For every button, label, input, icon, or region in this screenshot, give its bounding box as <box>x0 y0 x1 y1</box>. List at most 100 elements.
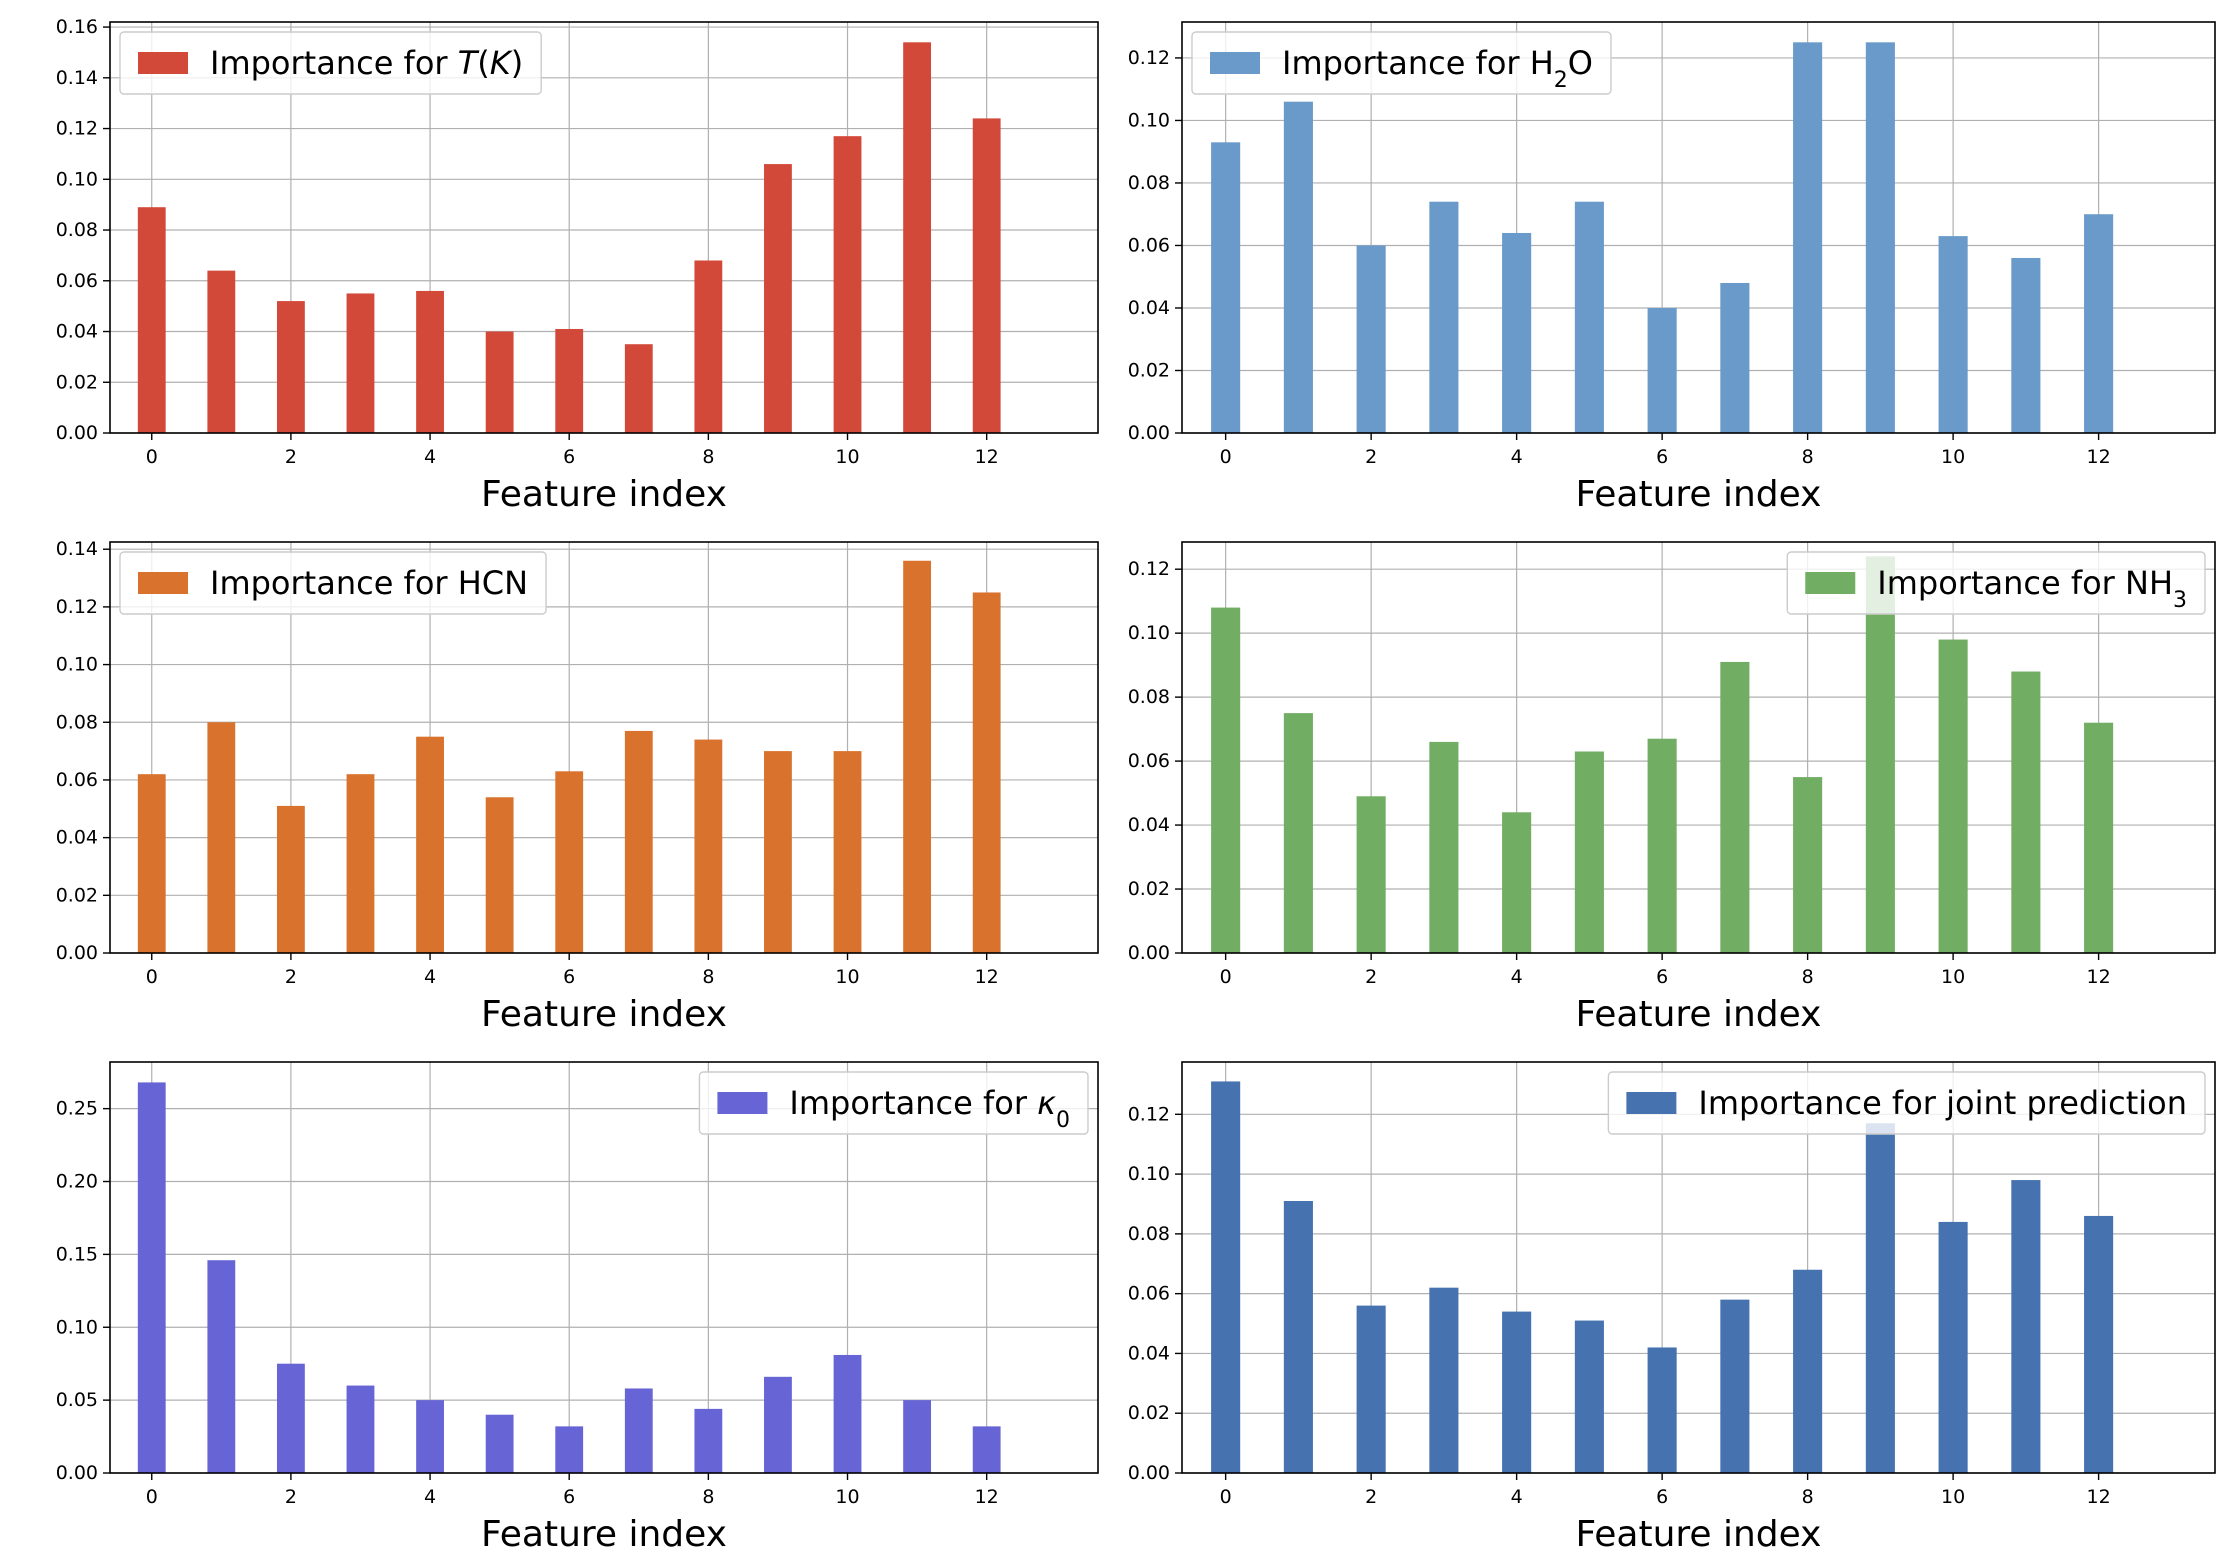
bar-feature-8 <box>1793 777 1823 953</box>
x-tick-label: 0 <box>146 446 158 468</box>
axes-frame <box>109 21 1099 434</box>
x-tick-label: 0 <box>1220 446 1232 468</box>
bar-feature-2 <box>276 1363 305 1473</box>
bar-feature-11 <box>903 42 932 433</box>
y-tick-label: 0.10 <box>1128 1163 1170 1185</box>
bar-feature-8 <box>694 260 723 433</box>
bar-feature-4 <box>1502 812 1532 953</box>
chart-panel-3: 0.00 0.02 0.04 0.06 0.08 0.10 0.12 0 2 4 6 8 10 12 Fea… <box>1128 541 2216 1035</box>
bar-feature-12 <box>972 592 1001 953</box>
y-tick-label: 0.14 <box>56 538 98 560</box>
y-tick-label: 0.10 <box>1128 109 1170 131</box>
x-tick-label: 8 <box>702 446 714 468</box>
bar-feature-9 <box>1865 42 1895 434</box>
y-tick-label: 0.02 <box>1128 1402 1170 1424</box>
y-tick-label: 0.08 <box>1128 1223 1170 1245</box>
y-tick-label: 0.10 <box>56 168 98 190</box>
x-tick-label: 0 <box>146 966 158 988</box>
y-tick-label: 0.06 <box>1128 234 1170 256</box>
bar-feature-12 <box>972 118 1001 433</box>
y-tick-label: 0.12 <box>1128 558 1170 580</box>
x-tick-label: 10 <box>835 1486 859 1508</box>
bar-feature-4 <box>1502 1311 1532 1473</box>
bar-feature-5 <box>1574 1320 1604 1473</box>
bar-feature-0 <box>137 1082 166 1473</box>
x-tick-label: 10 <box>1941 1486 1965 1508</box>
y-tick-label: 0.08 <box>56 219 98 241</box>
legend: Importance for T(K) <box>119 31 542 95</box>
y-tick-label: 0.12 <box>56 118 98 140</box>
x-tick-label: 6 <box>1656 966 1668 988</box>
bar-feature-6 <box>1647 1347 1677 1473</box>
bar-feature-0 <box>137 774 166 953</box>
legend-box <box>1191 31 1612 95</box>
chart-panel-5: 0.00 0.02 0.04 0.06 0.08 0.10 0.12 0 2 4 6 8 10 12 Fea… <box>1128 1061 2216 1555</box>
bar-feature-10 <box>1938 639 1968 953</box>
bar-feature-3 <box>346 774 375 953</box>
bar-feature-2 <box>276 301 305 433</box>
y-tick-label: 0.08 <box>1128 172 1170 194</box>
chart-panel-2: 0.00 0.02 0.04 0.06 0.08 0.10 0.12 0.14 0 2 4 6 8 10 1… <box>56 538 1099 1035</box>
bar-feature-1 <box>207 1260 236 1473</box>
bar-feature-12 <box>2084 1215 2114 1473</box>
x-axis-label: Feature index <box>1576 1514 1822 1555</box>
y-tick-label: 0.06 <box>56 270 98 292</box>
x-tick-label: 0 <box>1220 966 1232 988</box>
x-tick-label: 8 <box>1802 966 1814 988</box>
x-tick-label: 4 <box>1511 446 1523 468</box>
bar-feature-12 <box>2084 214 2114 433</box>
bar-feature-8 <box>694 1408 723 1473</box>
y-tick-label: 0.06 <box>56 769 98 791</box>
axes-frame <box>1181 21 2216 434</box>
legend-swatch <box>717 1092 768 1114</box>
bar-feature-9 <box>764 751 792 953</box>
bar-feature-12 <box>972 1426 1001 1473</box>
x-tick-label: 2 <box>285 966 297 988</box>
bar-feature-2 <box>1356 796 1386 953</box>
bar-feature-9 <box>1865 1123 1895 1473</box>
x-tick-label: 0 <box>1220 1486 1232 1508</box>
x-tick-label: 6 <box>563 966 575 988</box>
bar-feature-1 <box>1283 101 1313 434</box>
bar-feature-4 <box>416 736 444 953</box>
bar-feature-2 <box>1356 1305 1386 1473</box>
bar-feature-7 <box>624 1388 653 1473</box>
y-tick-label: 0.08 <box>1128 686 1170 708</box>
y-tick-label: 0.12 <box>56 596 98 618</box>
legend-swatch <box>1210 52 1260 74</box>
bar-feature-7 <box>1720 661 1750 953</box>
bar-feature-8 <box>1793 42 1823 434</box>
legend-label: Importance for HCN <box>210 564 528 602</box>
bar-feature-6 <box>1647 307 1677 433</box>
y-tick-label: 0.00 <box>56 942 98 964</box>
bar-feature-2 <box>1356 245 1386 433</box>
bar-feature-0 <box>1211 142 1241 433</box>
y-tick-label: 0.04 <box>56 321 98 343</box>
x-axis-label: Feature index <box>1576 474 1822 515</box>
bar-feature-11 <box>2011 671 2041 953</box>
bar-feature-5 <box>485 797 514 953</box>
bar-feature-7 <box>1720 282 1750 433</box>
legend: Importance for HCN <box>119 551 547 615</box>
axes-frame <box>1181 1061 2216 1474</box>
x-tick-label: 6 <box>1656 1486 1668 1508</box>
y-tick-label: 0.12 <box>1128 1103 1170 1125</box>
x-tick-label: 8 <box>1802 1486 1814 1508</box>
bar-feature-10 <box>833 136 862 433</box>
bar-feature-11 <box>903 1400 932 1473</box>
x-tick-label: 10 <box>1941 446 1965 468</box>
bar-feature-7 <box>624 344 653 433</box>
bar-feature-7 <box>1720 1299 1750 1473</box>
x-tick-label: 2 <box>285 446 297 468</box>
axes-frame <box>109 541 1099 954</box>
bar-feature-7 <box>624 730 653 953</box>
bar-feature-5 <box>1574 201 1604 433</box>
x-tick-label: 8 <box>1802 446 1814 468</box>
bar-feature-4 <box>416 1400 444 1473</box>
bar-feature-10 <box>1938 1221 1968 1473</box>
y-tick-label: 0.02 <box>56 371 98 393</box>
legend-box <box>1607 1071 2206 1135</box>
x-axis-label: Feature index <box>481 994 727 1035</box>
bar-feature-10 <box>833 751 862 953</box>
